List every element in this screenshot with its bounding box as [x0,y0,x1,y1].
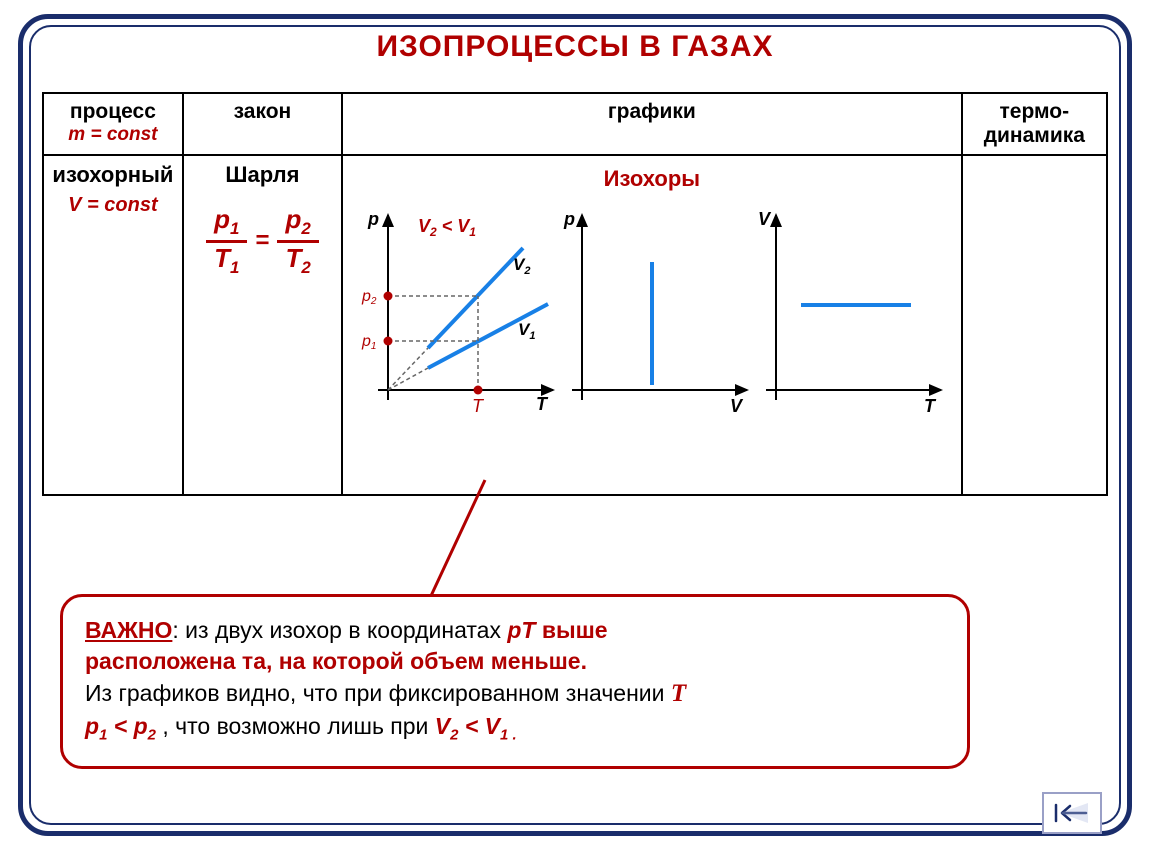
graph-pV: p V [562,200,752,430]
process-table: процесс m = const закон графики термо- д… [42,92,1108,496]
svg-text:V: V [758,209,772,229]
svg-text:T: T [472,396,485,416]
graph-VT: V T [756,200,946,430]
callout-t1b: выше [535,617,607,643]
process-name: изохорный [48,162,178,188]
svg-text:p: p [367,209,379,229]
cell-process: изохорный V = const [43,155,183,495]
th-process: процесс m = const [43,93,183,155]
cell-law: Шарля p1 T1 = p2 T2 [183,155,342,495]
svg-text:V1: V1 [518,320,535,342]
graph-pT: p T V2 < V1 V2 [358,200,558,430]
callout-pt: pT [507,617,535,643]
svg-text:V2: V2 [513,255,530,277]
callout-t1a: : из двух изохор в координатах [172,617,507,643]
th-process-sub: m = const [48,124,178,146]
cell-thermo [962,155,1107,495]
svg-text:p1: p1 [361,333,376,352]
law-name: Шарля [188,162,337,188]
th-thermo-l1: термо- [967,100,1102,124]
th-graphs: графики [342,93,962,155]
svg-text:p2: p2 [361,288,377,307]
law-formula: p1 T1 = p2 T2 [188,206,337,277]
process-cond: V = const [48,194,178,217]
svg-text:p: p [563,209,575,229]
cell-graphs: Изохоры [342,155,962,495]
callout-box: ВАЖНО: из двух изохор в координатах pT в… [60,594,970,769]
arrow-left-icon [1054,801,1090,825]
svg-text:V2 < V1: V2 < V1 [418,216,476,239]
callout-T: T [671,680,686,707]
table-row: изохорный V = const Шарля p1 T1 = [43,155,1107,495]
callout-mid: , что возможно лишь при [156,713,435,739]
graphs-title: Изохоры [347,166,957,192]
prev-slide-button[interactable] [1042,792,1102,834]
svg-text:T: T [924,396,937,416]
th-thermo: термо- динамика [962,93,1107,155]
svg-text:V: V [730,396,744,416]
page-title: ИЗОПРОЦЕССЫ В ГАЗАХ [0,30,1150,64]
th-law: закон [183,93,342,155]
callout-t3a: Из графиков видно, что при фиксированном… [85,680,671,706]
th-thermo-l2: динамика [967,124,1102,148]
callout-important: ВАЖНО [85,617,172,643]
th-process-label: процесс [48,100,178,124]
callout-line2: расположена та, на которой объем меньше. [85,646,945,677]
svg-text:T: T [536,394,549,414]
